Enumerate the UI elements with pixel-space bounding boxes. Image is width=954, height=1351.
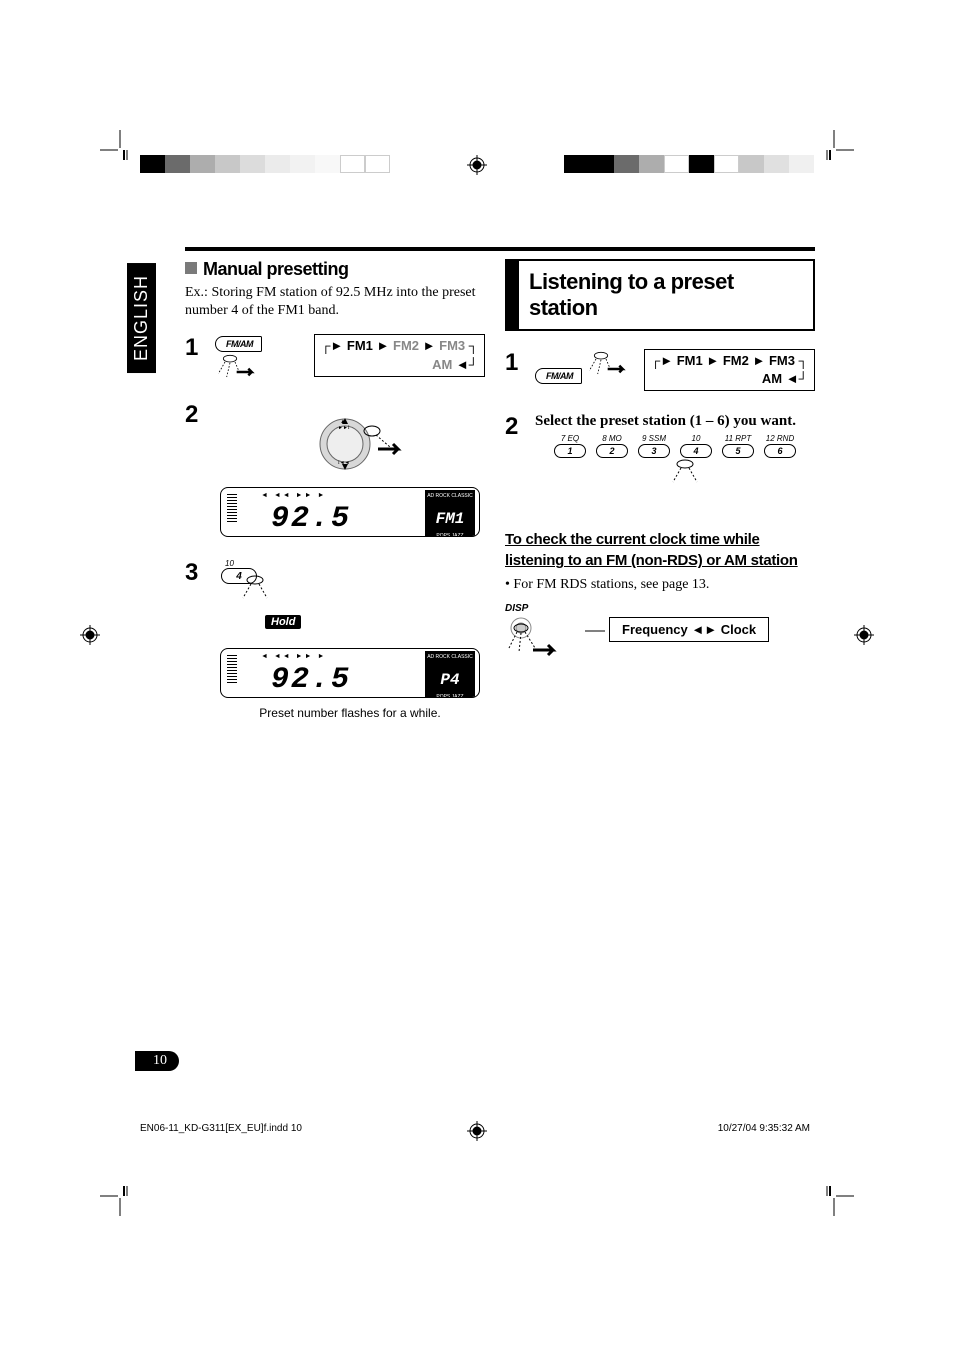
color-bar [564,155,814,173]
preset-button: 7 EQ1 [554,434,586,458]
fmam-button: FM/AM [535,368,582,384]
preset-button: 12 RND6 [764,434,796,458]
step-number: 1 [185,334,215,387]
section-title: Manual presetting [185,259,485,280]
crop-mark [100,130,130,165]
band-cycle-diagram: ┌► FM1 ► FM2 ► FM3 ┐ AM ◄┘ [314,334,485,376]
bullet-text: For FM RDS stations, see page 13. [505,577,815,593]
registration-mark [854,625,874,645]
footer: EN06-11_KD-G311[EX_EU]f.indd 10 10/27/04… [140,1123,810,1134]
step-2: 2 Select the preset station (1 – 6) you … [505,413,815,493]
step-text: Select the preset station (1 – 6) you wa… [535,413,815,430]
fmam-button: FM/AM [215,336,262,352]
preset-button: 11 RPT5 [722,434,754,458]
step-1: 1 FM/AM ┌► [505,349,815,391]
preset-button: 104 [680,434,712,458]
lcd-display: ◄ ◄◄ ►► ► 92.5 AD ROCK CLASSIC FM1 POPS … [220,487,480,537]
control-dial-icon: ▲ ►►I I◄◄ [290,409,410,479]
preset-top-label: 10 [225,559,485,568]
hold-badge: Hold [265,615,301,629]
preset-button-row: 7 EQ1 8 MO2 9 SSM3 104 11 RPT5 12 RND6 [535,434,815,458]
disp-button: DISP [505,603,575,669]
preset-button: 9 SSM3 [638,434,670,458]
step-number: 2 [505,413,535,493]
section-heading: Listening to a preset station [505,259,815,331]
registration-mark [80,625,100,645]
divider [185,247,815,251]
band-cycle-diagram: ┌► FM1 ► FM2 ► FM3 ┐ AM ◄┘ [644,349,815,391]
caption-text: Preset number flashes for a while. [215,706,485,720]
footer-left: EN06-11_KD-G311[EX_EU]f.indd 10 [140,1123,302,1134]
crop-mark [100,1186,130,1221]
disp-button-icon [505,614,575,664]
step-number: 2 [185,401,215,545]
svg-text:►►I: ►►I [338,426,350,431]
lcd-display: ◄ ◄◄ ►► ► 92.5 AD ROCK CLASSIC P4 POPS J… [220,648,480,698]
step-3: 3 10 4 Hold ◄ ◄◄ ►► ► 92.5 AD ROCK CLASS… [185,559,485,720]
step-number: 1 [505,349,535,391]
svg-text:▲: ▲ [340,419,346,425]
footer-right: 10/27/04 9:35:32 AM [718,1123,810,1134]
step-2: 2 ▲ ►►I I◄◄ [185,401,485,545]
page-number-tab: 10 [135,1051,179,1071]
language-tab: ENGLISH [127,263,156,373]
press-indicator-icon [235,574,335,604]
step-number: 3 [185,559,215,720]
press-indicator-icon [535,458,795,488]
sub-heading: To check the current clock time while li… [505,529,815,571]
frequency-clock-box: Frequency ◄► Clock [609,617,769,642]
section-marker-icon [185,262,197,274]
press-indicator-icon [215,352,265,382]
registration-mark [467,155,487,175]
crop-mark [824,1186,854,1221]
press-indicator-icon [586,349,636,379]
step-1: 1 FM/AM ┌► [185,334,485,387]
right-column: Listening to a preset station 1 FM/AM [505,259,815,669]
color-bar [140,155,390,173]
crop-mark [824,130,854,165]
preset-button: 8 MO2 [596,434,628,458]
left-column: Manual presetting Ex.: Storing FM statio… [185,259,485,720]
intro-text: Ex.: Storing FM station of 92.5 MHz into… [185,284,485,320]
